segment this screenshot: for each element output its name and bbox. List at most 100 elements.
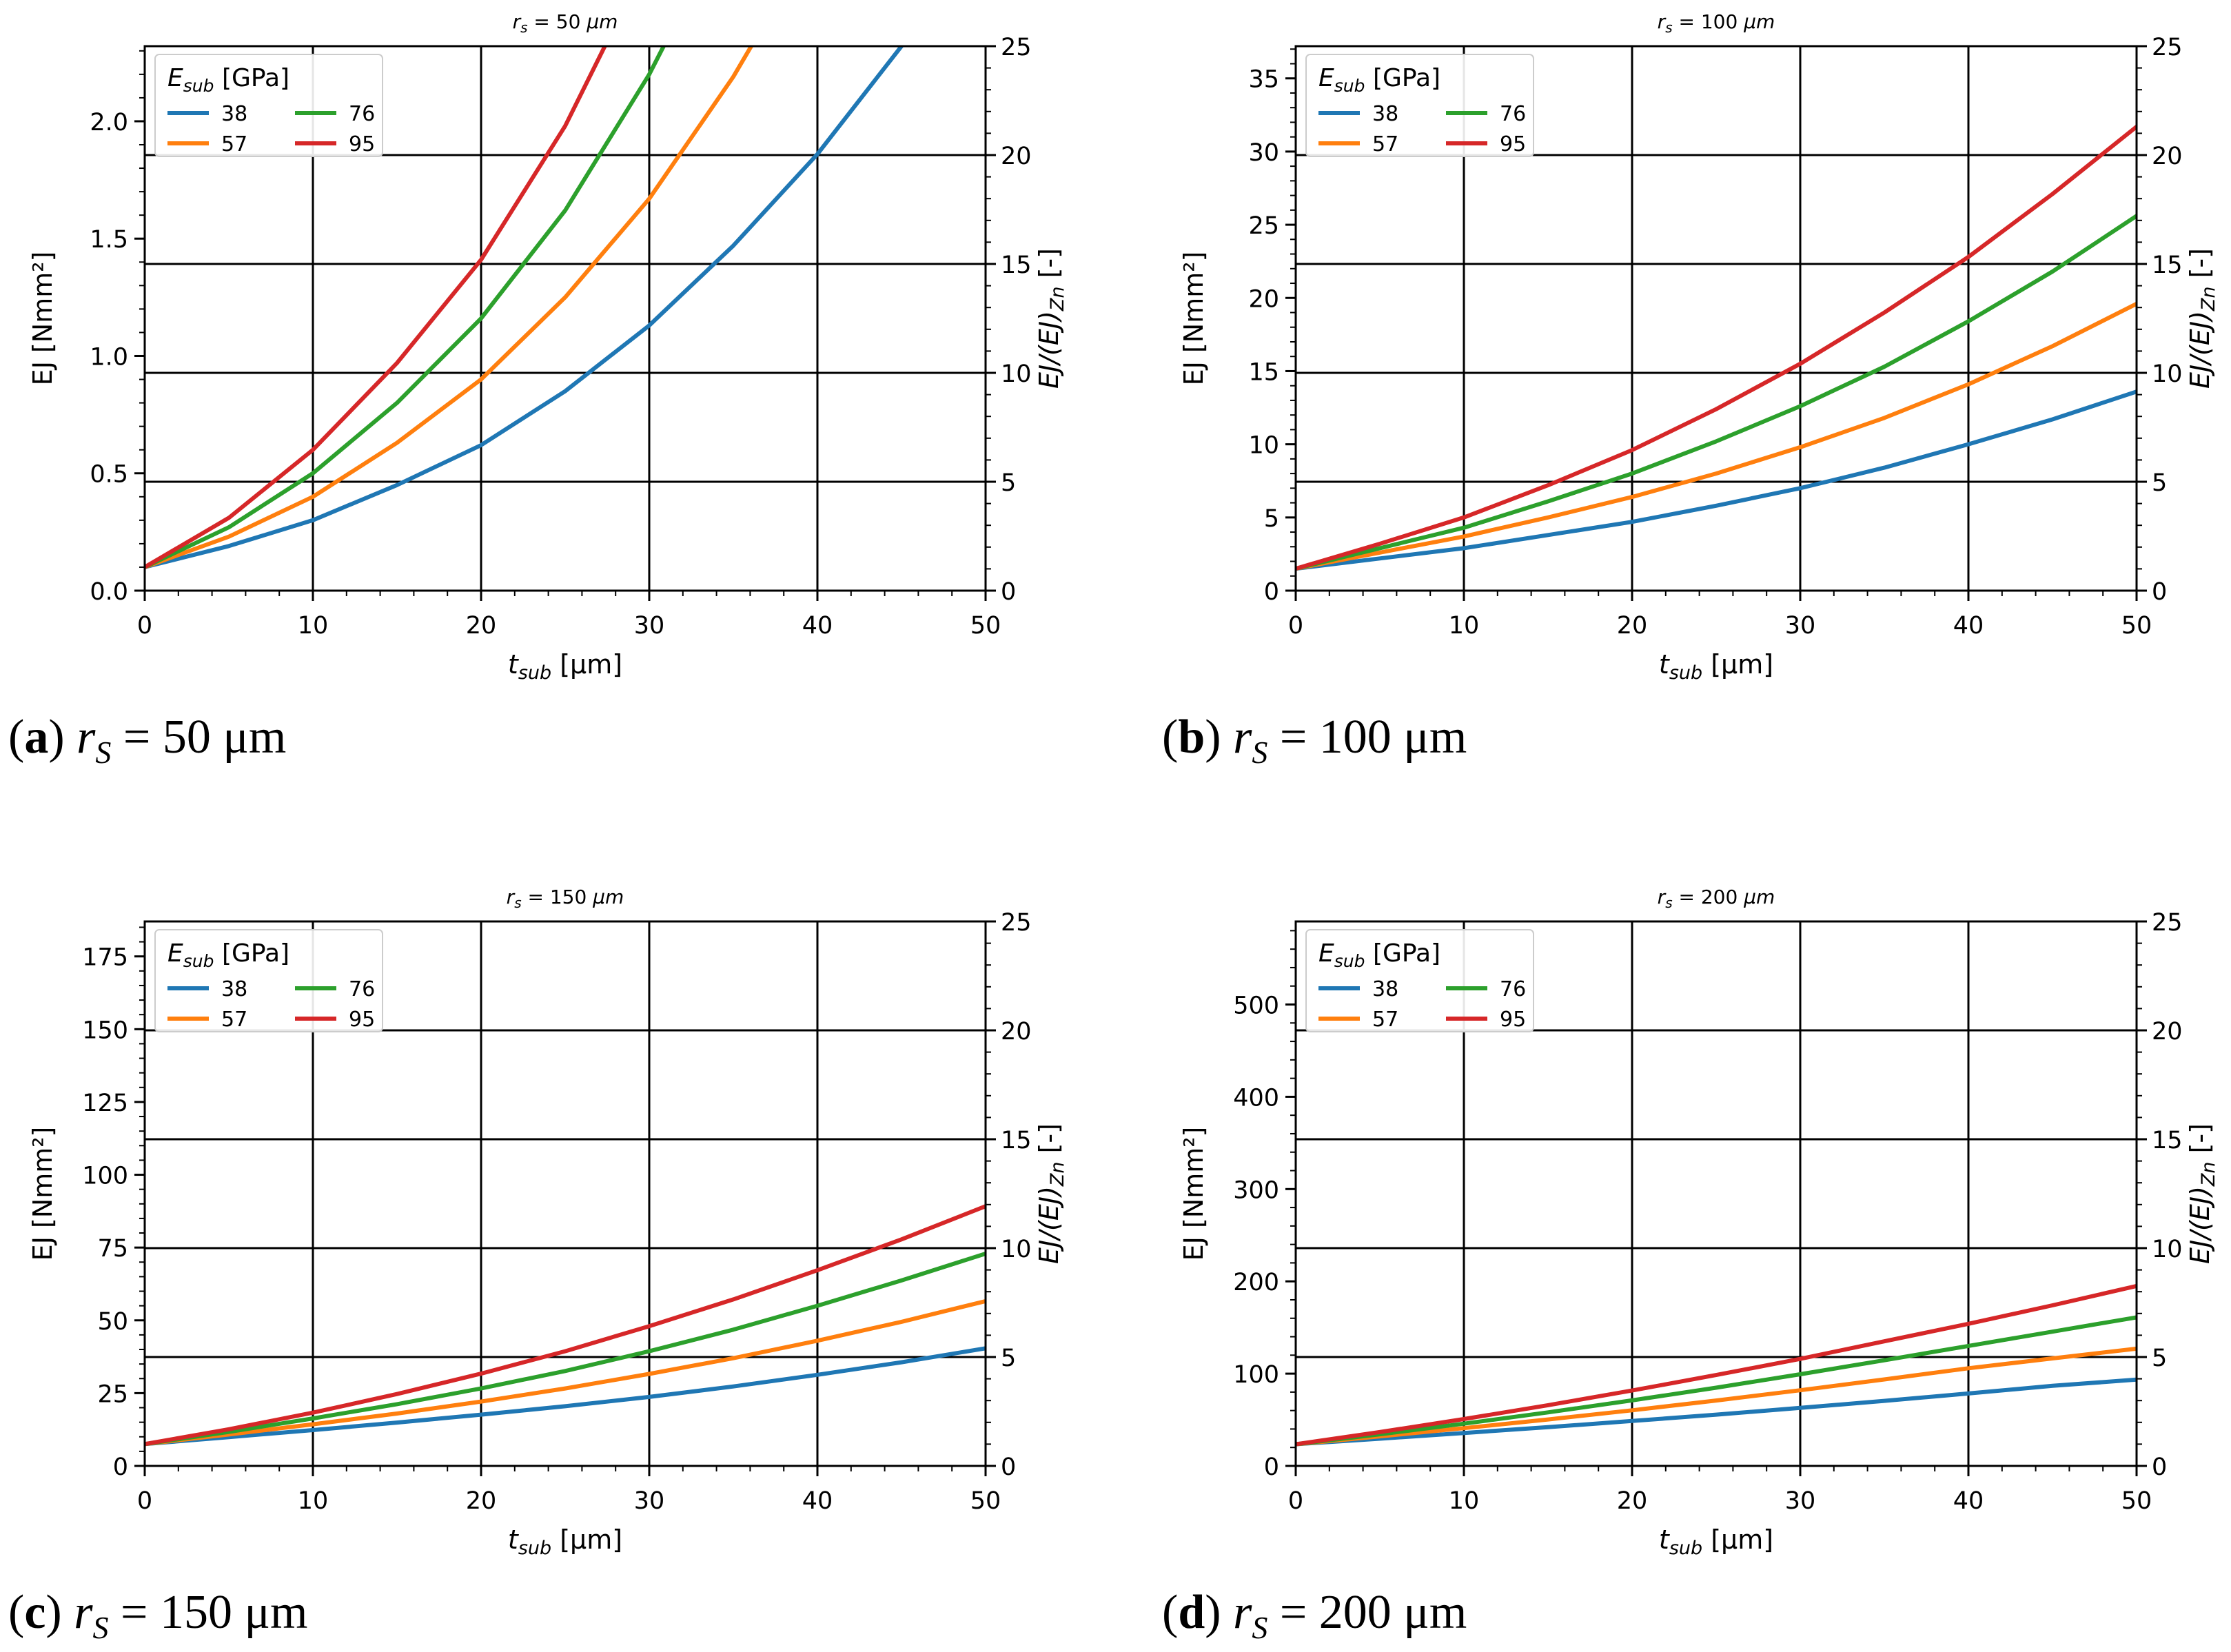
panel-title: rs = 200 μm [1658, 886, 1775, 911]
series-line-38 [1296, 1377, 2137, 1447]
x-tick-label: 30 [1785, 1487, 1816, 1515]
x-tick-label: 0 [1288, 1487, 1303, 1515]
legend-box [154, 929, 383, 1032]
y2-tick-label: 15 [2152, 252, 2183, 279]
x-tick-label: 10 [1449, 1487, 1480, 1515]
y-axis-label: EJ [Nmm²] [1179, 1127, 1209, 1261]
y-tick-label: 100 [82, 1163, 128, 1190]
y-tick-label: 500 [1233, 992, 1279, 1020]
y2-tick-label: 0 [1001, 578, 1016, 606]
legend-title: Esub [GPa] [1318, 939, 1440, 971]
panel-title: rs = 150 μm [507, 886, 624, 911]
y2-tick-label: 0 [1001, 1454, 1016, 1481]
y-tick-label: 25 [1248, 212, 1279, 240]
y-tick-label: 400 [1233, 1084, 1279, 1112]
x-tick-label: 50 [2121, 612, 2152, 640]
legend-label-95: 95 [349, 132, 375, 156]
y-tick-label: 175 [82, 944, 128, 972]
series-line-57 [1296, 301, 2137, 571]
legend-title: Esub [GPa] [167, 64, 289, 96]
series-line-38 [145, 46, 904, 569]
legend-box [1305, 929, 1534, 1032]
legend-title: Esub [GPa] [1318, 64, 1440, 96]
legend: Esub [GPa] 38 57 76 95 [1305, 929, 1534, 1032]
y2-axis-label: EJ/(EJ)Zn [-] [2185, 1123, 2219, 1264]
caption-b: (b) rS = 100 μm [1162, 711, 1467, 770]
y-axis-label: EJ [Nmm²] [28, 252, 58, 386]
y-tick-label: 0 [1264, 578, 1279, 606]
y2-tick-label: 5 [1001, 1345, 1016, 1372]
plot-frame [1294, 920, 2138, 1467]
legend-label-38: 38 [1372, 102, 1398, 126]
x-tick-label: 20 [1617, 612, 1648, 640]
series-line-38 [1296, 389, 2137, 571]
y-tick-label: 1.5 [90, 226, 128, 254]
y-tick-label: 75 [97, 1235, 128, 1263]
series-line-76 [145, 46, 666, 569]
x-tick-label: 20 [1617, 1487, 1648, 1515]
x-axis-label: tsub [μm] [1659, 1524, 1773, 1559]
x-tick-label: 20 [466, 1487, 497, 1515]
legend-label-38: 38 [221, 977, 247, 1001]
series-line-57 [1296, 1346, 2137, 1447]
legend-label-38: 38 [1372, 977, 1398, 1001]
legend: Esub [GPa] 38 57 76 95 [154, 929, 383, 1032]
x-tick-label: 30 [634, 612, 665, 640]
x-tick-label: 50 [2121, 1487, 2152, 1515]
series-group [145, 1204, 986, 1447]
y2-axis-label: EJ/(EJ)Zn [-] [2185, 248, 2219, 389]
y2-tick-label: 10 [1001, 360, 1032, 388]
x-tick-label: 30 [1785, 612, 1816, 640]
y-tick-label: 0.5 [90, 461, 128, 489]
plot-frame [143, 920, 987, 1467]
y2-tick-label: 20 [2152, 1018, 2183, 1046]
y-axis-label: EJ [Nmm²] [28, 1127, 58, 1261]
legend: Esub [GPa] 38 57 76 95 [1305, 54, 1534, 157]
series-line-76 [1296, 214, 2137, 571]
caption-d: (d) rS = 200 μm [1162, 1586, 1467, 1645]
legend-label-76: 76 [349, 977, 375, 1001]
legend-box [1305, 54, 1534, 157]
panel-title: rs = 50 μm [513, 10, 618, 36]
y-tick-label: 25 [97, 1380, 128, 1408]
legend: Esub [GPa] 38 57 76 95 [154, 54, 383, 157]
series-line-38 [145, 1346, 986, 1447]
y2-tick-label: 20 [1001, 1018, 1032, 1046]
y-tick-label: 0 [1264, 1454, 1279, 1481]
y-tick-label: 20 [1248, 285, 1279, 313]
y2-tick-label: 10 [2152, 1236, 2183, 1263]
x-axis-label: tsub [μm] [508, 649, 622, 684]
legend-label-76: 76 [1500, 102, 1526, 126]
x-tick-label: 40 [1953, 612, 1984, 640]
y-tick-label: 200 [1233, 1269, 1279, 1296]
x-tick-label: 0 [137, 1487, 152, 1515]
y-tick-label: 0.0 [90, 578, 128, 606]
y2-tick-label: 5 [2152, 469, 2167, 497]
x-tick-label: 40 [802, 1487, 833, 1515]
y-tick-label: 150 [82, 1017, 128, 1044]
series-group [145, 46, 904, 569]
y2-tick-label: 25 [2152, 34, 2183, 61]
x-tick-label: 0 [1288, 612, 1303, 640]
x-tick-label: 50 [970, 1487, 1001, 1515]
series-line-95 [1296, 1283, 2137, 1447]
panel-d: 0 10 20 30 40 5001002003004005000510152025rs … [1179, 886, 2219, 1559]
legend-label-95: 95 [349, 1008, 375, 1032]
series-group [1296, 124, 2137, 571]
y2-tick-label: 25 [1001, 34, 1032, 61]
panel-c: 0 10 20 30 40 5002550751001251501750510152025… [28, 886, 1068, 1559]
series-line-95 [1296, 124, 2137, 571]
y-tick-label: 35 [1248, 66, 1279, 94]
y2-tick-label: 10 [1001, 1236, 1032, 1263]
y2-tick-label: 25 [2152, 909, 2183, 937]
legend-label-95: 95 [1500, 1008, 1526, 1032]
y2-axis-label: EJ/(EJ)Zn [-] [1034, 248, 1068, 389]
panel-a: 0 10 20 30 40 50 0.0 0.5 1.0 1.5 2.0 0 5 10 15 20 25 rs =… [28, 10, 1068, 684]
panel-title: rs = 100 μm [1658, 10, 1775, 36]
legend-label-57: 57 [221, 132, 247, 156]
y-tick-label: 5 [1264, 505, 1279, 533]
y-tick-label: 100 [1233, 1361, 1279, 1389]
y2-tick-label: 10 [2152, 360, 2183, 388]
y-tick-label: 50 [97, 1308, 128, 1336]
